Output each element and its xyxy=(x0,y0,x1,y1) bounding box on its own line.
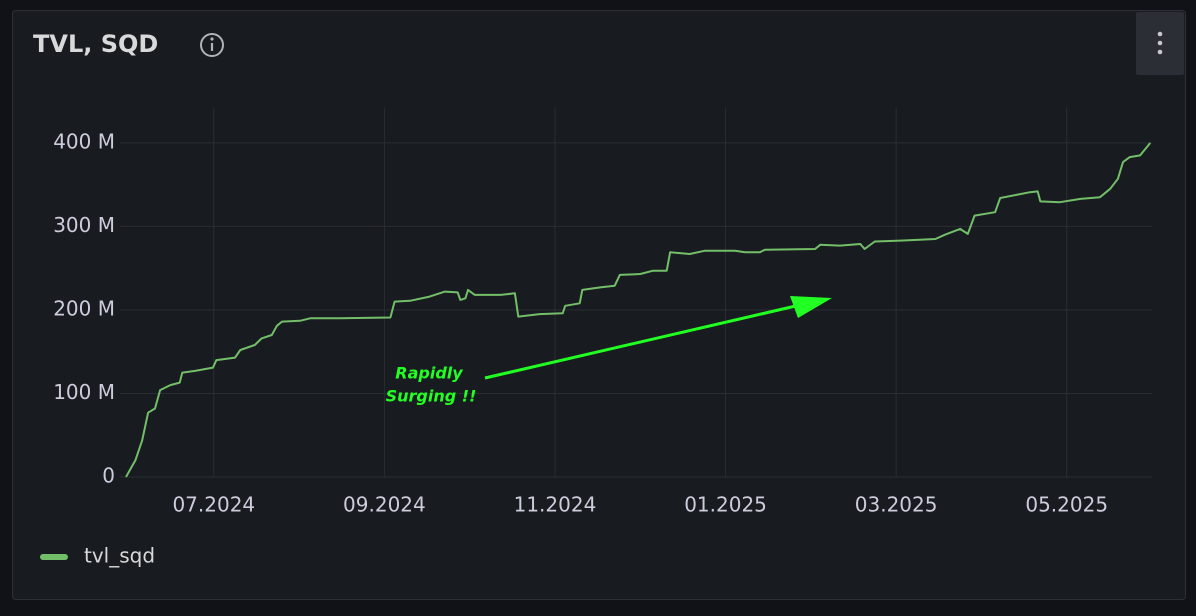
menu-dot xyxy=(1157,49,1163,55)
y-tick-label: 300 M xyxy=(53,213,115,237)
y-tick-label: 100 M xyxy=(53,380,115,404)
y-tick-label: 400 M xyxy=(53,129,115,153)
menu-dot xyxy=(1157,31,1163,37)
menu-button[interactable] xyxy=(1136,12,1184,75)
grid: 0 100 M 200 M 300 M 400 M 07.2024 09.2024 11.20… xyxy=(53,107,1152,517)
info-icon[interactable] xyxy=(200,33,224,57)
legend[interactable]: tvl_sqd xyxy=(40,544,155,568)
x-tick-label: 07.2024 xyxy=(172,493,255,517)
panel-frame xyxy=(12,10,1186,600)
x-tick-label: 11.2024 xyxy=(514,493,597,517)
info-circle xyxy=(200,33,224,57)
y-tick-label: 200 M xyxy=(53,296,115,320)
legend-swatch xyxy=(40,554,68,560)
x-tick-label: 03.2025 xyxy=(855,493,938,517)
x-tick-label: 01.2025 xyxy=(684,493,767,517)
x-tick-label: 05.2025 xyxy=(1025,493,1108,517)
annotation-arrow xyxy=(484,303,801,380)
chart-title: TVL, SQD xyxy=(33,30,158,58)
info-dot xyxy=(210,37,214,41)
annotation: Rapidly Surging !! xyxy=(386,296,832,406)
plot xyxy=(125,142,1152,478)
annotation-text: Rapidly xyxy=(395,364,463,383)
series-line xyxy=(125,142,1152,478)
legend-label: tvl_sqd xyxy=(84,544,155,568)
annotation-arrowhead xyxy=(790,296,832,318)
annotation-text: Surging !! xyxy=(386,387,477,406)
y-tick-label: 0 xyxy=(102,464,115,488)
menu-dot xyxy=(1157,40,1163,46)
x-tick-label: 09.2024 xyxy=(343,493,426,517)
